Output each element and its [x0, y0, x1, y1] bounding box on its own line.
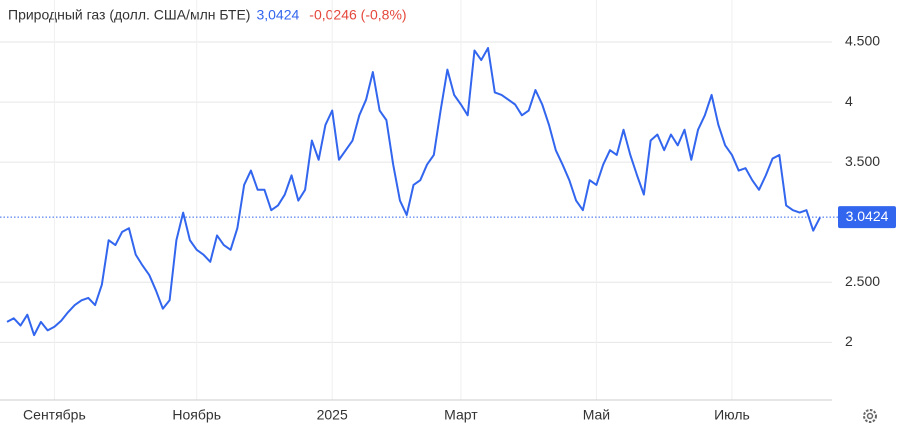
price-change: -0,0246 (-0,8%) — [309, 7, 406, 23]
x-tick-label: Май — [583, 407, 610, 423]
x-tick-label: Ноябрь — [172, 407, 221, 423]
x-tick-label: Сентябрь — [23, 407, 86, 423]
x-tick-label: Июль — [714, 407, 750, 423]
y-tick-label: 4 — [845, 93, 853, 109]
price: 3,0424 — [256, 7, 299, 23]
chart-title: Природный газ (долл. США/млн БТЕ) — [8, 7, 250, 23]
y-tick-label: 2.500 — [845, 273, 880, 289]
settings-gear[interactable] — [863, 409, 877, 423]
price-line — [6, 47, 821, 337]
grid — [0, 0, 832, 400]
settings-icon[interactable] — [863, 409, 877, 423]
last-price-box — [838, 206, 896, 229]
y-tick-label: 3.500 — [845, 153, 880, 169]
settings-gear-center[interactable] — [866, 412, 874, 420]
x-tick-label: Март — [444, 407, 478, 423]
y-tick-label: 2 — [845, 333, 853, 349]
last-price-label: 3.0424 — [846, 208, 889, 224]
y-tick-label: 4.500 — [845, 33, 880, 49]
x-tick-label: 2025 — [317, 407, 348, 423]
